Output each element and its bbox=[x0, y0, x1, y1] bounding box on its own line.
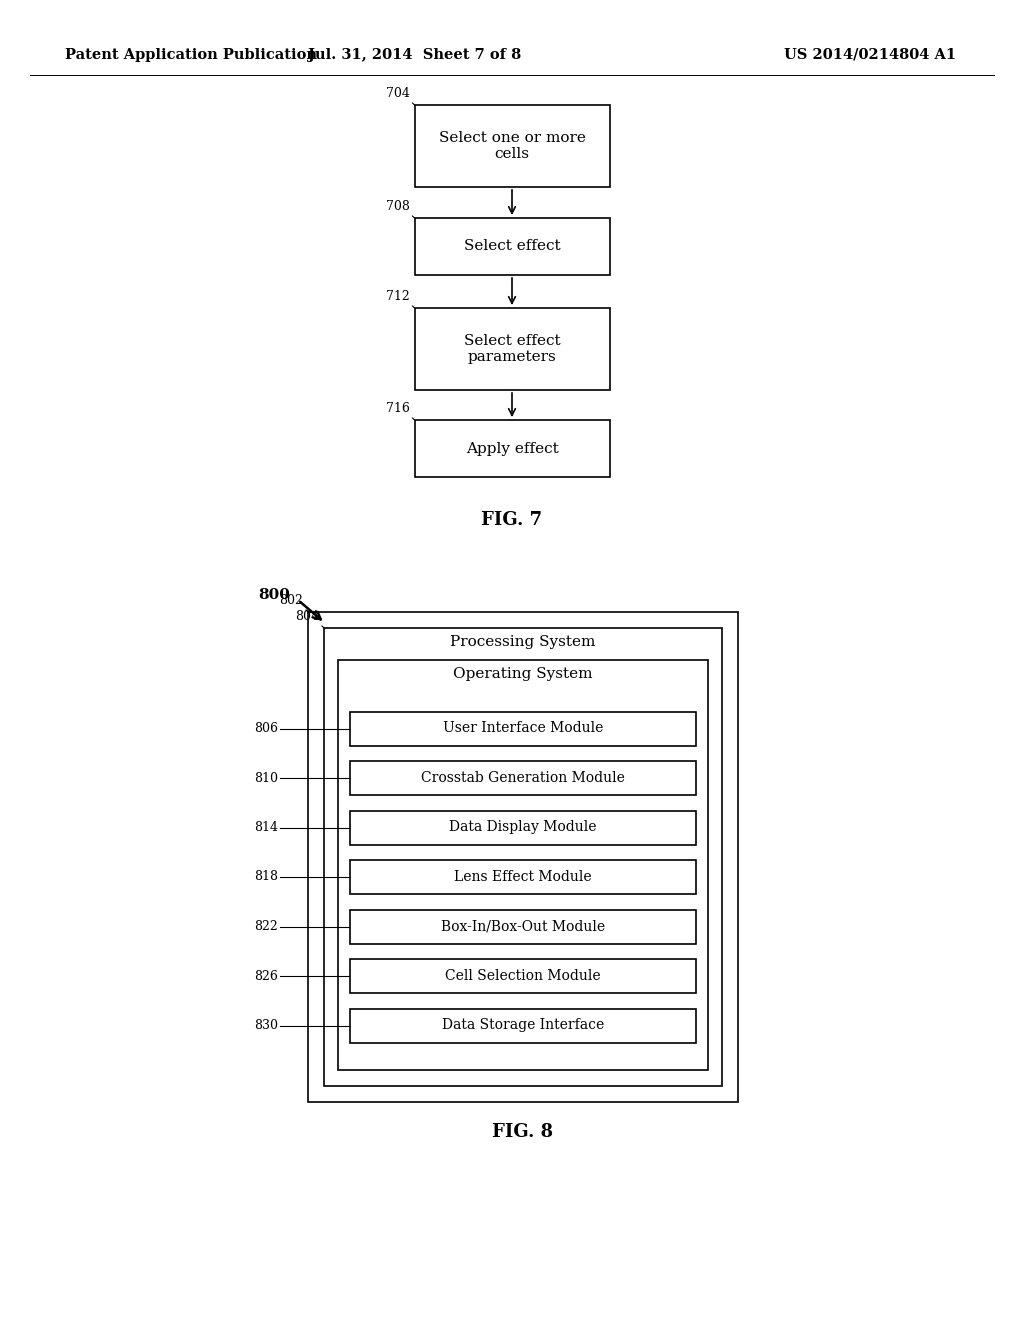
Text: Cell Selection Module: Cell Selection Module bbox=[445, 969, 601, 983]
Text: 800: 800 bbox=[258, 587, 290, 602]
Bar bbox=[415, 218, 609, 275]
Text: Select effect: Select effect bbox=[464, 239, 560, 253]
Text: 818: 818 bbox=[254, 870, 278, 883]
Text: Operating System: Operating System bbox=[454, 667, 593, 681]
Text: FIG. 8: FIG. 8 bbox=[493, 1123, 554, 1140]
Text: 802: 802 bbox=[280, 594, 303, 607]
Text: User Interface Module: User Interface Module bbox=[442, 722, 603, 735]
Text: 806: 806 bbox=[254, 722, 278, 735]
Bar bbox=[350, 810, 696, 845]
Text: 830: 830 bbox=[254, 1019, 278, 1032]
Text: Crosstab Generation Module: Crosstab Generation Module bbox=[421, 771, 625, 785]
Text: Box-In/Box-Out Module: Box-In/Box-Out Module bbox=[441, 920, 605, 933]
Bar bbox=[350, 960, 696, 993]
Bar bbox=[308, 612, 738, 1102]
Text: US 2014/0214804 A1: US 2014/0214804 A1 bbox=[784, 48, 956, 62]
Bar bbox=[415, 106, 609, 187]
Text: 814: 814 bbox=[254, 821, 278, 834]
Text: Data Display Module: Data Display Module bbox=[450, 821, 597, 834]
Text: Lens Effect Module: Lens Effect Module bbox=[455, 870, 592, 884]
Bar bbox=[338, 660, 708, 1071]
Bar bbox=[350, 861, 696, 894]
Text: Data Storage Interface: Data Storage Interface bbox=[442, 1019, 604, 1032]
Bar bbox=[350, 762, 696, 795]
Text: Patent Application Publication: Patent Application Publication bbox=[65, 48, 317, 62]
Text: 822: 822 bbox=[254, 920, 278, 933]
Bar bbox=[350, 711, 696, 746]
Text: 826: 826 bbox=[254, 969, 278, 982]
Text: 804: 804 bbox=[295, 610, 319, 623]
Bar bbox=[415, 308, 609, 389]
Bar bbox=[350, 1008, 696, 1043]
Text: 810: 810 bbox=[254, 771, 278, 784]
Text: Jul. 31, 2014  Sheet 7 of 8: Jul. 31, 2014 Sheet 7 of 8 bbox=[308, 48, 521, 62]
Bar bbox=[415, 420, 609, 477]
Text: Apply effect: Apply effect bbox=[466, 441, 558, 455]
Text: 712: 712 bbox=[386, 290, 410, 304]
Text: 716: 716 bbox=[386, 403, 410, 414]
Text: 708: 708 bbox=[386, 201, 410, 213]
Text: FIG. 7: FIG. 7 bbox=[481, 511, 543, 529]
Bar bbox=[350, 909, 696, 944]
Text: Processing System: Processing System bbox=[451, 635, 596, 649]
Bar bbox=[324, 628, 722, 1086]
Text: Select one or more
cells: Select one or more cells bbox=[438, 131, 586, 161]
Text: 704: 704 bbox=[386, 87, 410, 100]
Text: Select effect
parameters: Select effect parameters bbox=[464, 334, 560, 364]
